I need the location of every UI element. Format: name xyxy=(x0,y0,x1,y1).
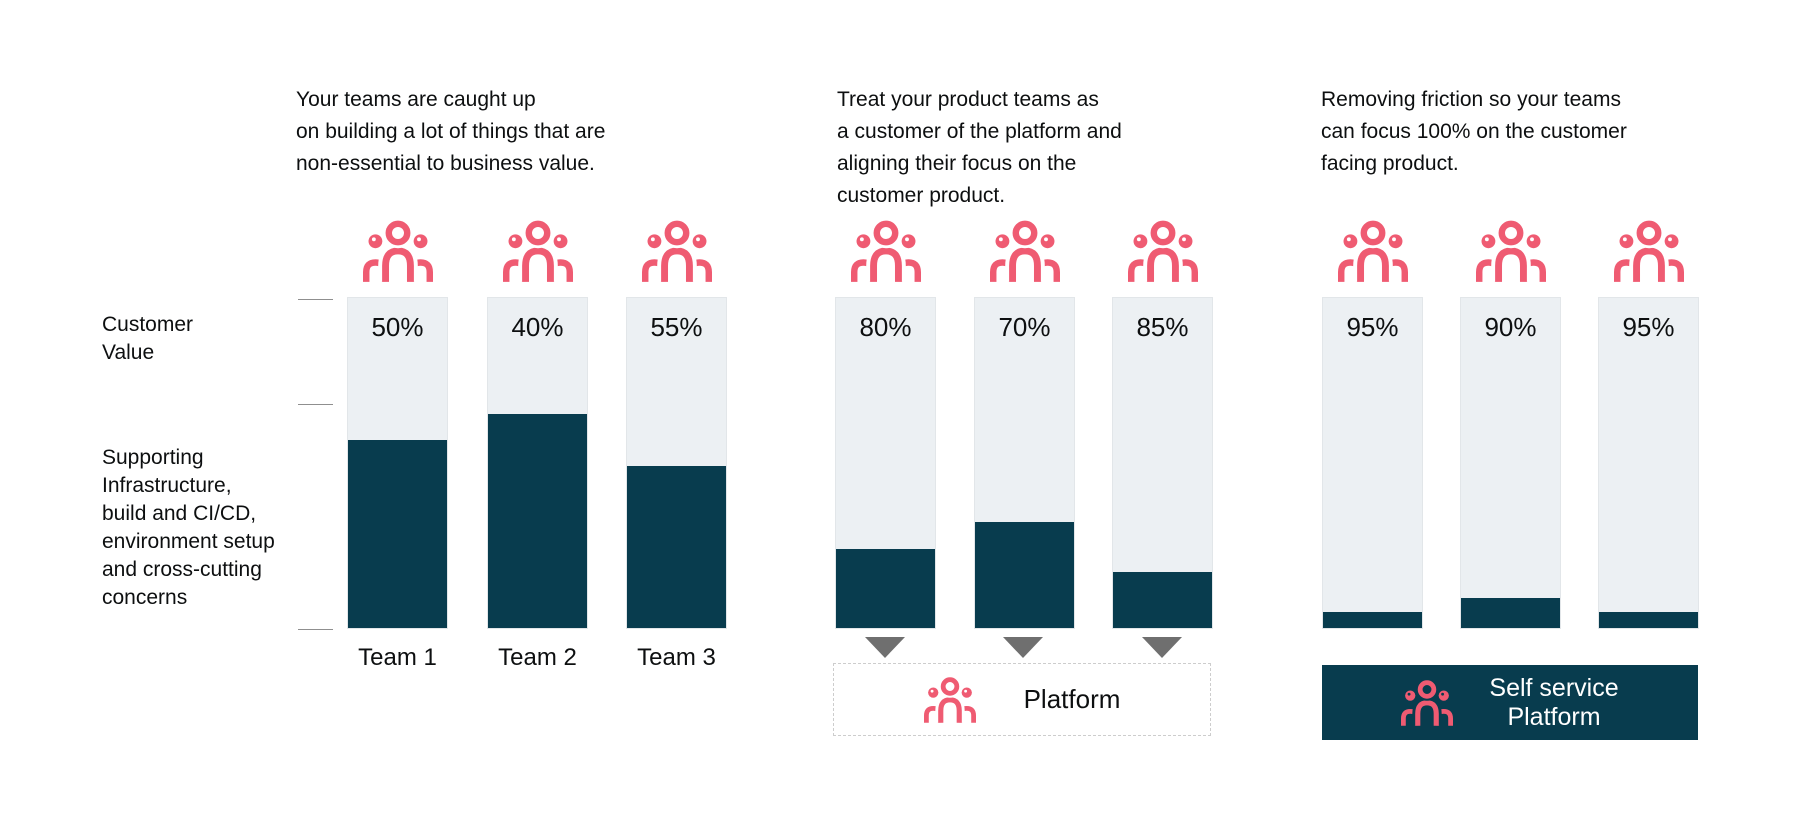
customer-value-pct-label: 95% xyxy=(1622,312,1675,342)
stacked-bar: 70% xyxy=(974,297,1075,629)
customer-value-pct-label: 95% xyxy=(1346,312,1399,342)
bar-column-platform-team1: 80% xyxy=(835,219,936,629)
panel-caption-selfservice-state: Removing friction so your teams can focu… xyxy=(1321,88,1627,175)
team-icon xyxy=(363,219,433,282)
bar-column-platform-team3: 85% xyxy=(1112,219,1213,629)
infra-fill-segment xyxy=(627,466,726,628)
y-axis-label-supporting-infrastructure: Supporting Infrastructure, build and CI/… xyxy=(102,446,275,609)
team-icon xyxy=(1614,219,1684,282)
customer-value-pct-label: 85% xyxy=(1136,312,1189,342)
stacked-bar: 80% xyxy=(835,297,936,629)
stacked-bar-team1: 50% xyxy=(347,297,448,629)
infra-fill-segment xyxy=(1323,611,1422,628)
bar-column-selfservice-team1: 95% xyxy=(1322,219,1423,629)
platform-box: Platform xyxy=(833,663,1211,736)
bar-column-selfservice-team2: 90% xyxy=(1460,219,1561,629)
axis-tick-top xyxy=(298,299,333,300)
axis-tick-middle xyxy=(298,404,333,405)
team-label: Team 3 xyxy=(637,644,716,671)
team-icon xyxy=(1476,219,1546,282)
bar-column-team1: 50% Team 1 xyxy=(347,219,448,672)
team-label: Team 2 xyxy=(498,644,577,671)
stacked-bar-team2: 40% xyxy=(487,297,588,629)
self-service-platform-box: Self service Platform xyxy=(1322,665,1698,740)
customer-value-pct-label: 80% xyxy=(859,312,912,342)
stacked-bar: 95% xyxy=(1598,297,1699,629)
bar-column-team2: 40% Team 2 xyxy=(487,219,588,672)
infra-fill-segment xyxy=(836,548,935,628)
y-axis-label-customer-value: Customer Value xyxy=(102,313,194,364)
down-arrow-icon xyxy=(1003,637,1043,658)
bar-column-team3: 55% Team 3 xyxy=(626,219,727,672)
customer-value-pct-label: 70% xyxy=(998,312,1051,342)
self-service-platform-label: Self service Platform xyxy=(1489,673,1619,731)
stacked-bar: 85% xyxy=(1112,297,1213,629)
team-label: Team 1 xyxy=(358,644,437,671)
customer-value-pct-label: 55% xyxy=(650,312,703,342)
team-icon xyxy=(1128,219,1198,282)
down-arrow-icon xyxy=(865,637,905,658)
infra-fill-segment xyxy=(348,439,447,628)
team-icon xyxy=(851,219,921,282)
bar-column-platform-team2: 70% xyxy=(974,219,1075,629)
customer-value-pct-label: 90% xyxy=(1484,312,1537,342)
team-icon xyxy=(990,219,1060,282)
down-arrow-icon xyxy=(1142,637,1182,658)
infra-fill-segment xyxy=(1461,598,1560,628)
team-icon xyxy=(924,676,976,723)
team-icon xyxy=(1338,219,1408,282)
infra-fill-segment xyxy=(1113,571,1212,628)
bar-column-selfservice-team3: 95% xyxy=(1598,219,1699,629)
axis-tick-bottom xyxy=(298,629,333,630)
infra-fill-segment xyxy=(975,522,1074,628)
stacked-bar: 95% xyxy=(1322,297,1423,629)
customer-value-pct-label: 50% xyxy=(371,312,424,342)
stacked-bar-team3: 55% xyxy=(626,297,727,629)
customer-value-pct-label: 40% xyxy=(511,312,564,342)
panel-caption-current-state: Your teams are caught up on building a l… xyxy=(296,88,606,175)
panel-caption-platform-state: Treat your product teams as a customer o… xyxy=(837,88,1122,207)
infra-fill-segment xyxy=(1599,611,1698,628)
infra-fill-segment xyxy=(488,413,587,628)
team-icon xyxy=(503,219,573,282)
team-icon xyxy=(1401,679,1453,726)
team-icon xyxy=(642,219,712,282)
platform-label: Platform xyxy=(1023,684,1121,714)
stacked-bar: 90% xyxy=(1460,297,1561,629)
